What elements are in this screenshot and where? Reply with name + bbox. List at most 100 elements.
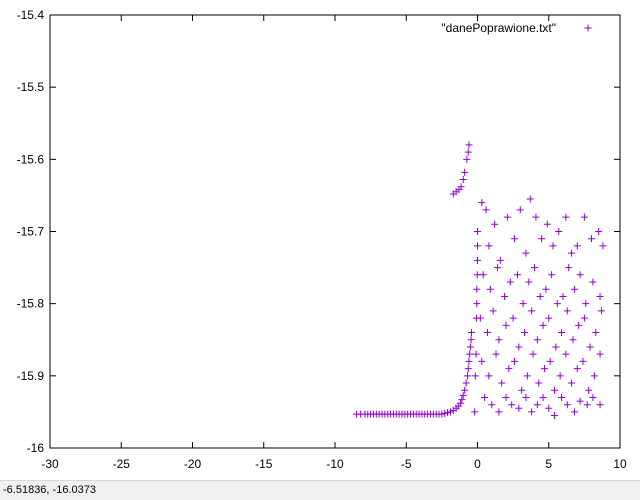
y-tick-label: -15.7 (17, 225, 45, 239)
data-point-plus (585, 386, 593, 394)
data-point-plus (543, 220, 551, 228)
data-point-plus (595, 228, 603, 235)
x-tick-label: -10 (326, 457, 344, 471)
data-point-plus (579, 357, 587, 365)
data-point-plus (553, 300, 561, 308)
data-point-plus (465, 357, 473, 365)
data-point-plus (466, 350, 474, 358)
x-tick-label: -25 (113, 457, 131, 471)
data-point-plus (558, 329, 566, 337)
x-tick-label: 5 (545, 457, 552, 471)
data-point-plus (515, 343, 523, 351)
data-point-plus (596, 292, 604, 300)
data-point-plus (458, 396, 466, 404)
data-point-plus (502, 393, 510, 401)
data-point-plus (552, 343, 560, 351)
data-point-plus (575, 321, 583, 329)
data-point-plus (570, 408, 578, 416)
data-point-plus (555, 228, 563, 235)
data-point-plus (522, 393, 530, 401)
data-point-plus (464, 365, 472, 373)
data-point-plus (533, 401, 541, 409)
data-point-plus (473, 285, 481, 293)
data-point-plus (565, 264, 573, 272)
data-point-plus (563, 307, 571, 315)
data-point-plus (539, 321, 547, 329)
data-point-plus (493, 264, 501, 272)
data-point-plus (498, 379, 506, 387)
data-point-plus (596, 401, 604, 409)
y-tick-label: -15.9 (17, 369, 45, 383)
data-point-plus (483, 329, 491, 337)
data-point-plus (597, 307, 605, 315)
legend-marker-plus (584, 24, 592, 32)
data-point-plus (548, 271, 556, 279)
data-point-plus (503, 213, 511, 221)
data-point-plus (461, 386, 469, 394)
data-point-plus (590, 372, 598, 380)
data-point-plus (576, 271, 584, 279)
data-point-plus (545, 314, 553, 322)
data-point-plus (522, 249, 530, 257)
data-point-plus (464, 372, 472, 380)
data-point-plus (586, 343, 594, 351)
legend-plus-marker (584, 24, 592, 32)
data-point-plus (482, 206, 490, 214)
data-point-plus (485, 372, 493, 380)
data-point-plus (558, 393, 566, 401)
data-point-plus (536, 292, 544, 300)
data-point-plus (589, 393, 597, 401)
plot-border (49, 14, 621, 449)
data-point-plus (549, 242, 557, 250)
data-point-plus (531, 264, 538, 272)
data-point-plus (478, 199, 486, 207)
data-point-plus (592, 329, 600, 337)
data-point-plus (539, 393, 547, 401)
data-point-plus (540, 365, 548, 373)
data-point-plus (523, 372, 531, 380)
data-point-plus (472, 350, 480, 358)
data-point-plus (513, 271, 521, 279)
data-point-plus (446, 408, 454, 416)
data-point-plus (533, 336, 541, 344)
data-point-plus (596, 350, 604, 358)
data-point-plus (516, 206, 524, 214)
data-point-plus (526, 195, 534, 203)
data-point-plus (444, 409, 452, 417)
data-point-plus (518, 386, 526, 394)
data-point-plus (550, 412, 558, 420)
y-tick-label: -15.6 (17, 152, 45, 166)
data-point-plus (545, 404, 553, 412)
cursor-coordinates: -6.51836, -16.0373 (3, 484, 96, 496)
x-tick-label: -30 (41, 457, 59, 471)
data-point-plus (511, 357, 519, 365)
data-point-plus (525, 278, 533, 286)
data-point-plus (471, 408, 479, 416)
x-tick-label: -15 (255, 457, 273, 471)
x-tick-label: 0 (474, 457, 481, 471)
data-point-plus (521, 329, 529, 337)
y-tick-label: -15.5 (17, 80, 45, 94)
data-point-plus (461, 168, 469, 176)
data-point-plus (528, 307, 536, 315)
data-point-plus (532, 213, 540, 221)
data-point-plus (459, 176, 467, 184)
x-tick-label: 10 (613, 457, 627, 471)
data-point-plus (457, 183, 465, 191)
scatter-plot[interactable]: -30 -25 -20 -15 -10 -5 0 5 10 -16 -15.9 -15.8 -15.7 -… (0, 0, 640, 480)
y-tick-label: -15.8 (17, 297, 45, 311)
data-point-plus (563, 401, 571, 409)
data-point-plus (456, 399, 464, 407)
data-point-plus (462, 379, 470, 387)
data-point-plus (496, 256, 504, 264)
data-point-plus (491, 220, 499, 228)
data-point-plus (473, 271, 481, 279)
data-point-plus (589, 278, 597, 286)
data-point-plus (599, 242, 607, 250)
data-point-plus (562, 213, 570, 221)
data-point-plus (570, 285, 578, 293)
data-point-plus (550, 386, 558, 394)
data-point-plus (486, 285, 494, 293)
data-point-plus (502, 321, 510, 329)
data-point-plus (511, 235, 519, 243)
